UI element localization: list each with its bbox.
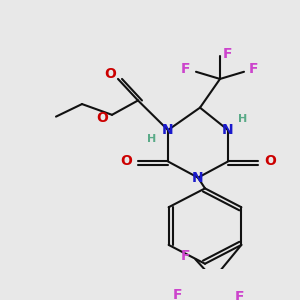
Text: O: O xyxy=(96,110,108,124)
Text: F: F xyxy=(181,249,190,263)
Text: O: O xyxy=(120,154,132,169)
Text: H: H xyxy=(147,134,157,144)
Text: O: O xyxy=(264,154,276,169)
Text: N: N xyxy=(222,123,234,137)
Text: F: F xyxy=(249,62,259,76)
Text: F: F xyxy=(235,290,244,300)
Text: F: F xyxy=(172,288,182,300)
Text: N: N xyxy=(192,171,204,184)
Text: H: H xyxy=(238,114,247,124)
Text: O: O xyxy=(104,67,116,81)
Text: N: N xyxy=(162,123,174,137)
Text: F: F xyxy=(181,62,191,76)
Text: F: F xyxy=(223,47,233,61)
